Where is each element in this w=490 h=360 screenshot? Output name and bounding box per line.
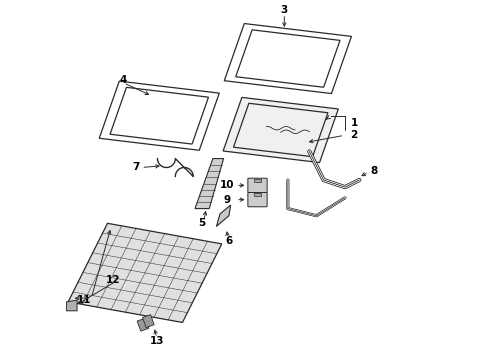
Text: 4: 4 bbox=[120, 75, 127, 85]
Polygon shape bbox=[195, 158, 223, 208]
Text: 5: 5 bbox=[198, 218, 206, 228]
FancyBboxPatch shape bbox=[248, 193, 267, 207]
Text: 8: 8 bbox=[370, 166, 377, 176]
Text: 6: 6 bbox=[225, 236, 233, 246]
FancyBboxPatch shape bbox=[248, 178, 267, 193]
Text: 1: 1 bbox=[350, 118, 358, 128]
Polygon shape bbox=[223, 98, 338, 163]
Text: 13: 13 bbox=[150, 336, 165, 346]
Polygon shape bbox=[217, 205, 231, 226]
Polygon shape bbox=[66, 300, 77, 311]
Text: 3: 3 bbox=[281, 5, 288, 15]
Text: 11: 11 bbox=[77, 295, 92, 305]
Bar bbox=[254, 193, 261, 196]
Bar bbox=[137, 318, 149, 331]
Text: 10: 10 bbox=[220, 180, 234, 190]
Text: 12: 12 bbox=[105, 275, 120, 285]
Bar bbox=[143, 315, 154, 328]
Bar bbox=[254, 179, 261, 182]
Text: 9: 9 bbox=[223, 195, 231, 204]
Text: 7: 7 bbox=[132, 162, 140, 172]
Text: 2: 2 bbox=[350, 130, 358, 140]
Polygon shape bbox=[68, 223, 222, 323]
